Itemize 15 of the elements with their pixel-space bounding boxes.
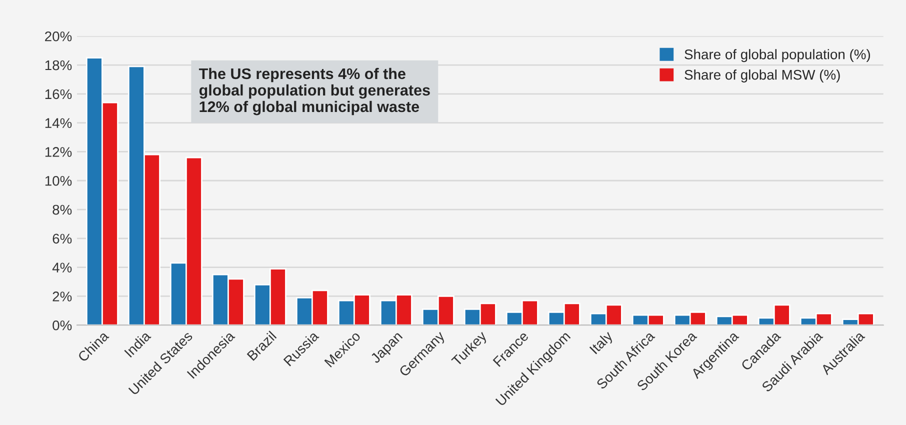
annotation: The US represents 4% of the global population but generates 12% of global municipal waste: [198, 68, 430, 116]
y-tick-label: 0%: [52, 320, 72, 330]
y-tick-label: 18%: [45, 60, 72, 70]
y-tick-label: 2%: [52, 292, 72, 302]
legend-label: Share of global MSW (%): [684, 69, 840, 82]
y-tick-label: 16%: [45, 89, 72, 100]
y-tick-label: 20%: [45, 31, 72, 42]
x-tick-label: Italy: [589, 330, 616, 356]
legend-label: Share of global population (%): [684, 49, 870, 62]
y-tick-label: 8%: [52, 204, 72, 215]
y-tick-label: 6%: [52, 234, 72, 244]
y-tick-label: 12%: [45, 147, 72, 157]
y-tick-label: 10%: [45, 176, 72, 186]
y-tick-label: 4%: [52, 262, 72, 272]
y-tick-label: 14%: [45, 118, 72, 128]
